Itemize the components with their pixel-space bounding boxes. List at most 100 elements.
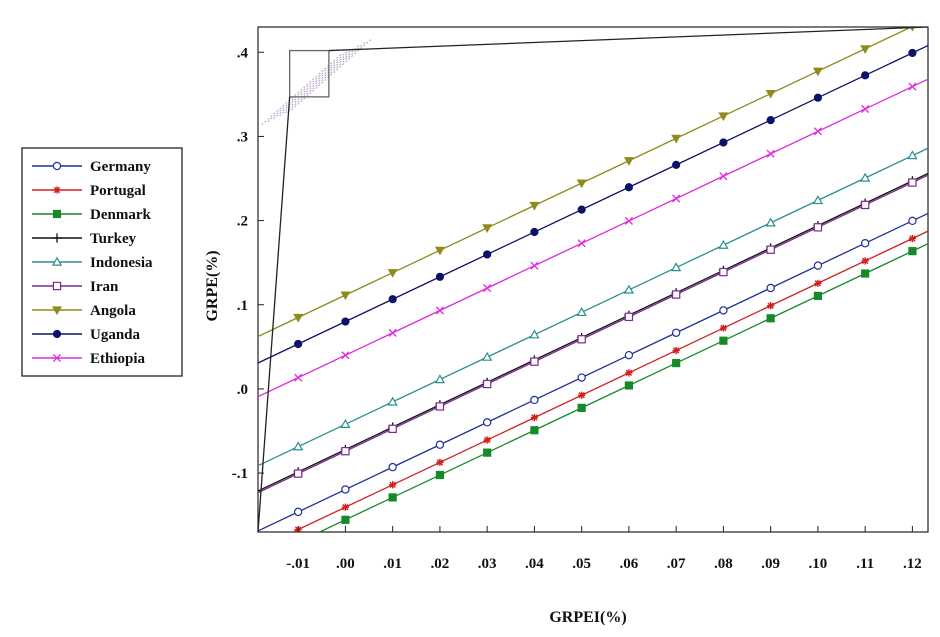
legend-label-iran: Iran bbox=[90, 279, 119, 295]
series-ethiopia bbox=[258, 78, 928, 398]
legend-label-ethiopia: Ethiopia bbox=[90, 351, 146, 367]
legend-marker-germany bbox=[52, 161, 62, 171]
x-tick-label: .05 bbox=[572, 556, 591, 572]
data-point-germany bbox=[860, 239, 870, 248]
data-point-portugal bbox=[578, 391, 586, 399]
data-point-uganda bbox=[813, 93, 823, 102]
zoom-connector-top bbox=[328, 26, 929, 52]
data-point-angola bbox=[529, 201, 540, 211]
data-point-ethiopia bbox=[908, 82, 917, 91]
data-point-angola bbox=[387, 269, 398, 278]
data-point-angola bbox=[671, 134, 682, 144]
series-iran bbox=[258, 174, 928, 494]
data-point-uganda bbox=[719, 138, 728, 147]
legend: Germany Portugal Denmark Turkey Indonesia Ira… bbox=[21, 147, 183, 377]
legend-marker-indonesia bbox=[51, 256, 63, 266]
legend-item-germany: Germany bbox=[32, 159, 151, 175]
series-denmark bbox=[318, 243, 928, 532]
data-point-indonesia bbox=[718, 239, 729, 249]
data-point-iran bbox=[719, 267, 728, 277]
data-point-iran bbox=[341, 447, 350, 456]
data-point-uganda bbox=[530, 227, 539, 237]
series-uganda bbox=[258, 44, 928, 364]
x-tick-label: .04 bbox=[525, 556, 544, 572]
data-point-iran bbox=[577, 335, 586, 344]
data-point-uganda bbox=[672, 160, 681, 169]
x-tick-label: .01 bbox=[383, 556, 402, 572]
data-point-germany bbox=[719, 306, 728, 315]
data-point-iran bbox=[388, 424, 397, 434]
x-tick-label: .09 bbox=[761, 556, 780, 572]
legend-label-turkey: Turkey bbox=[90, 231, 137, 247]
data-point-indonesia bbox=[907, 150, 918, 160]
legend-item-turkey: Turkey bbox=[32, 231, 137, 247]
data-point-denmark bbox=[719, 336, 728, 345]
axis-ticks: -.01 .00 .01 .02 .03 .04 .05 .06 .07 .08 .09 .10 .11… bbox=[232, 45, 922, 572]
data-point-germany bbox=[435, 440, 445, 449]
x-tick-label: .10 bbox=[809, 556, 828, 572]
zoom-region bbox=[257, 26, 929, 533]
data-point-portugal bbox=[389, 481, 397, 489]
data-point-ethiopia bbox=[435, 306, 444, 315]
legend-label-angola: Angola bbox=[90, 303, 136, 319]
legend-item-denmark: Denmark bbox=[32, 207, 151, 223]
x-axis-label: GRPEI(%) bbox=[549, 609, 626, 626]
data-point-ethiopia bbox=[813, 127, 822, 136]
data-point-indonesia bbox=[529, 329, 540, 339]
data-point-denmark bbox=[388, 493, 397, 502]
legend-item-indonesia: Indonesia bbox=[32, 255, 153, 271]
x-tick-label: .02 bbox=[431, 556, 450, 572]
data-point-ethiopia bbox=[341, 351, 350, 360]
data-point-indonesia bbox=[765, 217, 776, 227]
data-point-indonesia bbox=[434, 374, 446, 384]
zoom-line bbox=[273, 48, 354, 120]
data-point-ethiopia bbox=[672, 194, 681, 203]
zoom-connector-bottom bbox=[257, 96, 291, 533]
data-point-germany bbox=[766, 283, 775, 293]
data-point-indonesia bbox=[812, 195, 824, 205]
data-point-germany bbox=[671, 328, 681, 337]
data-point-denmark bbox=[624, 381, 634, 390]
data-point-angola bbox=[340, 291, 351, 301]
data-point-uganda bbox=[577, 205, 586, 214]
data-point-denmark bbox=[530, 426, 539, 435]
data-point-ethiopia bbox=[388, 328, 397, 337]
data-point-indonesia bbox=[387, 396, 398, 406]
y-tick-label: -.1 bbox=[232, 466, 248, 482]
data-point-portugal bbox=[719, 324, 728, 332]
series-indonesia bbox=[258, 147, 928, 467]
legend-item-iran: Iran bbox=[32, 279, 119, 295]
zoom-box bbox=[289, 49, 330, 98]
legend-marker-denmark bbox=[52, 209, 62, 219]
data-point-iran bbox=[482, 379, 492, 389]
series-portugal bbox=[291, 230, 928, 532]
data-point-ethiopia bbox=[483, 284, 492, 293]
x-tick-label: .03 bbox=[478, 556, 497, 572]
data-point-angola bbox=[434, 246, 445, 256]
data-point-iran bbox=[624, 312, 634, 322]
data-point-indonesia bbox=[576, 307, 587, 317]
zoom-line bbox=[267, 51, 348, 123]
data-point-indonesia bbox=[293, 441, 304, 451]
data-point-portugal bbox=[861, 257, 869, 265]
data-point-ethiopia bbox=[719, 172, 728, 181]
data-point-angola bbox=[860, 45, 871, 54]
data-point-denmark bbox=[908, 247, 917, 256]
zoom-line bbox=[285, 42, 366, 114]
data-point-portugal bbox=[767, 302, 775, 310]
y-tick-label: .2 bbox=[237, 214, 248, 230]
legend-marker-ethiopia bbox=[52, 353, 62, 363]
legend-marker-uganda bbox=[52, 329, 62, 339]
legend-item-portugal: Portugal bbox=[32, 183, 146, 199]
data-point-germany bbox=[624, 350, 634, 360]
y-tick-label: .4 bbox=[237, 45, 249, 61]
data-point-germany bbox=[813, 261, 823, 270]
series-germany bbox=[258, 212, 928, 532]
data-point-denmark bbox=[672, 358, 681, 368]
data-point-denmark bbox=[435, 470, 445, 480]
data-point-denmark bbox=[861, 269, 870, 278]
data-point-uganda bbox=[861, 71, 870, 80]
data-point-denmark bbox=[577, 403, 586, 412]
x-tick-label: .07 bbox=[667, 556, 686, 572]
data-point-denmark bbox=[813, 291, 823, 301]
